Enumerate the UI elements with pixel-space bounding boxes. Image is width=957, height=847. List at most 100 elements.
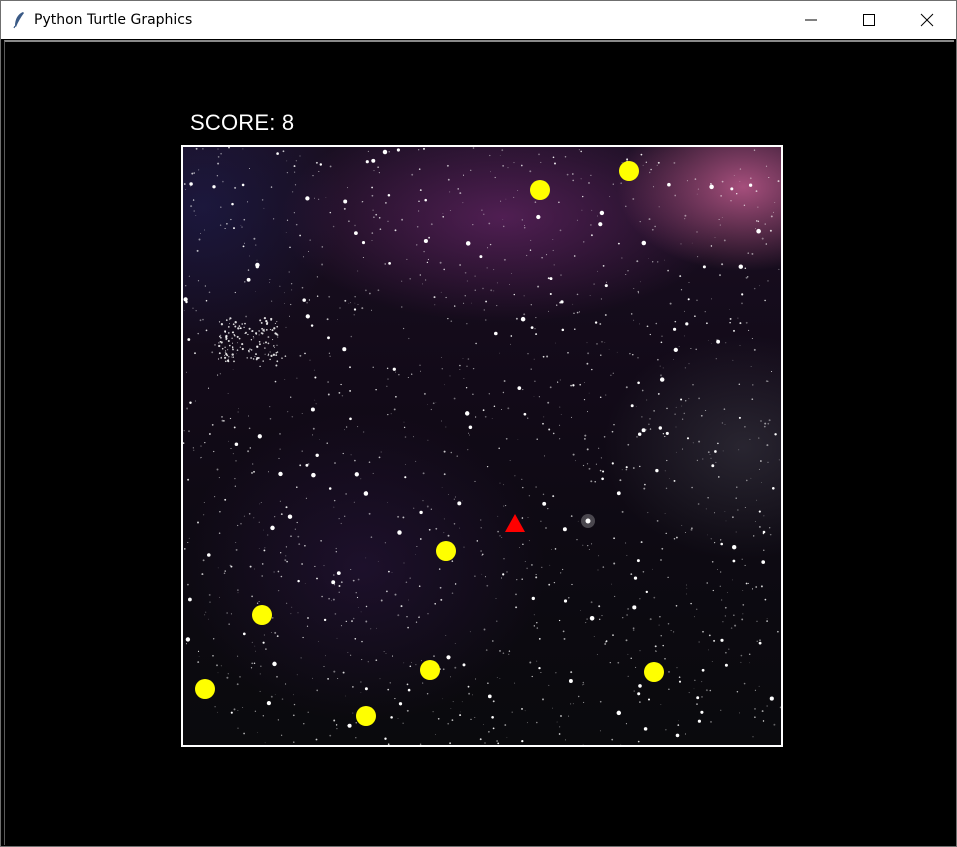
star: [274, 346, 275, 348]
star: [542, 355, 545, 358]
star: [426, 261, 429, 264]
star: [673, 327, 677, 331]
star: [707, 451, 710, 453]
star: [616, 491, 621, 496]
star: [479, 738, 482, 741]
star: [611, 583, 613, 585]
star: [251, 662, 254, 665]
star: [582, 744, 584, 745]
star: [197, 521, 199, 524]
star: [315, 738, 318, 741]
star: [499, 155, 501, 156]
star: [725, 651, 727, 654]
star: [620, 182, 623, 185]
star: [531, 675, 533, 678]
star: [223, 420, 225, 422]
star: [387, 413, 389, 416]
star: [600, 298, 602, 300]
star: [621, 469, 623, 471]
star: [217, 358, 220, 360]
star: [333, 719, 336, 722]
star: [724, 424, 726, 425]
star: [460, 711, 461, 713]
star: [276, 635, 279, 637]
star: [664, 435, 666, 438]
star: [521, 739, 524, 743]
star: [675, 406, 677, 408]
star: [536, 621, 538, 624]
star: [678, 720, 679, 722]
star: [286, 602, 288, 604]
star: [419, 364, 421, 367]
star: [508, 653, 510, 655]
star: [291, 289, 293, 291]
star: [576, 219, 578, 221]
star: [763, 549, 765, 551]
star: [365, 605, 368, 608]
star: [258, 548, 260, 549]
star: [197, 280, 200, 282]
star: [664, 513, 666, 514]
star: [232, 347, 234, 349]
star: [220, 152, 222, 155]
star: [352, 579, 355, 582]
star: [625, 468, 628, 471]
star: [649, 428, 652, 430]
star: [648, 218, 651, 221]
star: [604, 314, 607, 316]
star: [499, 482, 501, 484]
star: [720, 709, 722, 711]
star: [588, 392, 590, 394]
star: [719, 224, 721, 226]
star: [260, 332, 263, 334]
star: [415, 664, 417, 666]
star: [708, 649, 710, 651]
star: [217, 148, 219, 150]
star: [621, 257, 623, 259]
star: [377, 289, 380, 292]
star: [756, 228, 761, 234]
star: [329, 734, 332, 737]
star: [352, 617, 355, 620]
star: [559, 406, 561, 408]
star: [582, 464, 585, 467]
star: [195, 310, 197, 312]
star: [743, 682, 746, 685]
star: [552, 156, 555, 159]
star: [688, 282, 690, 284]
star: [445, 426, 447, 428]
star: [604, 342, 606, 343]
star: [250, 338, 253, 341]
star: [766, 620, 768, 622]
minimize-button[interactable]: [783, 1, 841, 39]
star: [552, 707, 553, 709]
star: [298, 543, 301, 545]
star: [480, 527, 482, 529]
star: [774, 433, 777, 436]
star: [299, 155, 301, 157]
star: [416, 226, 419, 228]
star: [299, 464, 302, 467]
star: [614, 595, 616, 597]
star: [432, 402, 435, 405]
star: [586, 463, 589, 465]
star: [422, 283, 423, 285]
star: [211, 351, 214, 354]
star: [586, 618, 588, 620]
star: [257, 732, 258, 733]
star: [751, 398, 754, 401]
star: [423, 392, 426, 395]
close-button[interactable]: [899, 1, 957, 39]
star: [561, 568, 564, 571]
star: [362, 256, 364, 259]
star: [667, 623, 670, 625]
star: [327, 393, 330, 396]
star: [276, 360, 279, 363]
star: [474, 289, 476, 291]
star: [427, 612, 429, 615]
star: [499, 352, 500, 354]
star: [252, 358, 255, 360]
maximize-button[interactable]: [841, 1, 899, 39]
title-bar[interactable]: Python Turtle Graphics: [1, 1, 956, 39]
window-title: Python Turtle Graphics: [34, 12, 193, 28]
